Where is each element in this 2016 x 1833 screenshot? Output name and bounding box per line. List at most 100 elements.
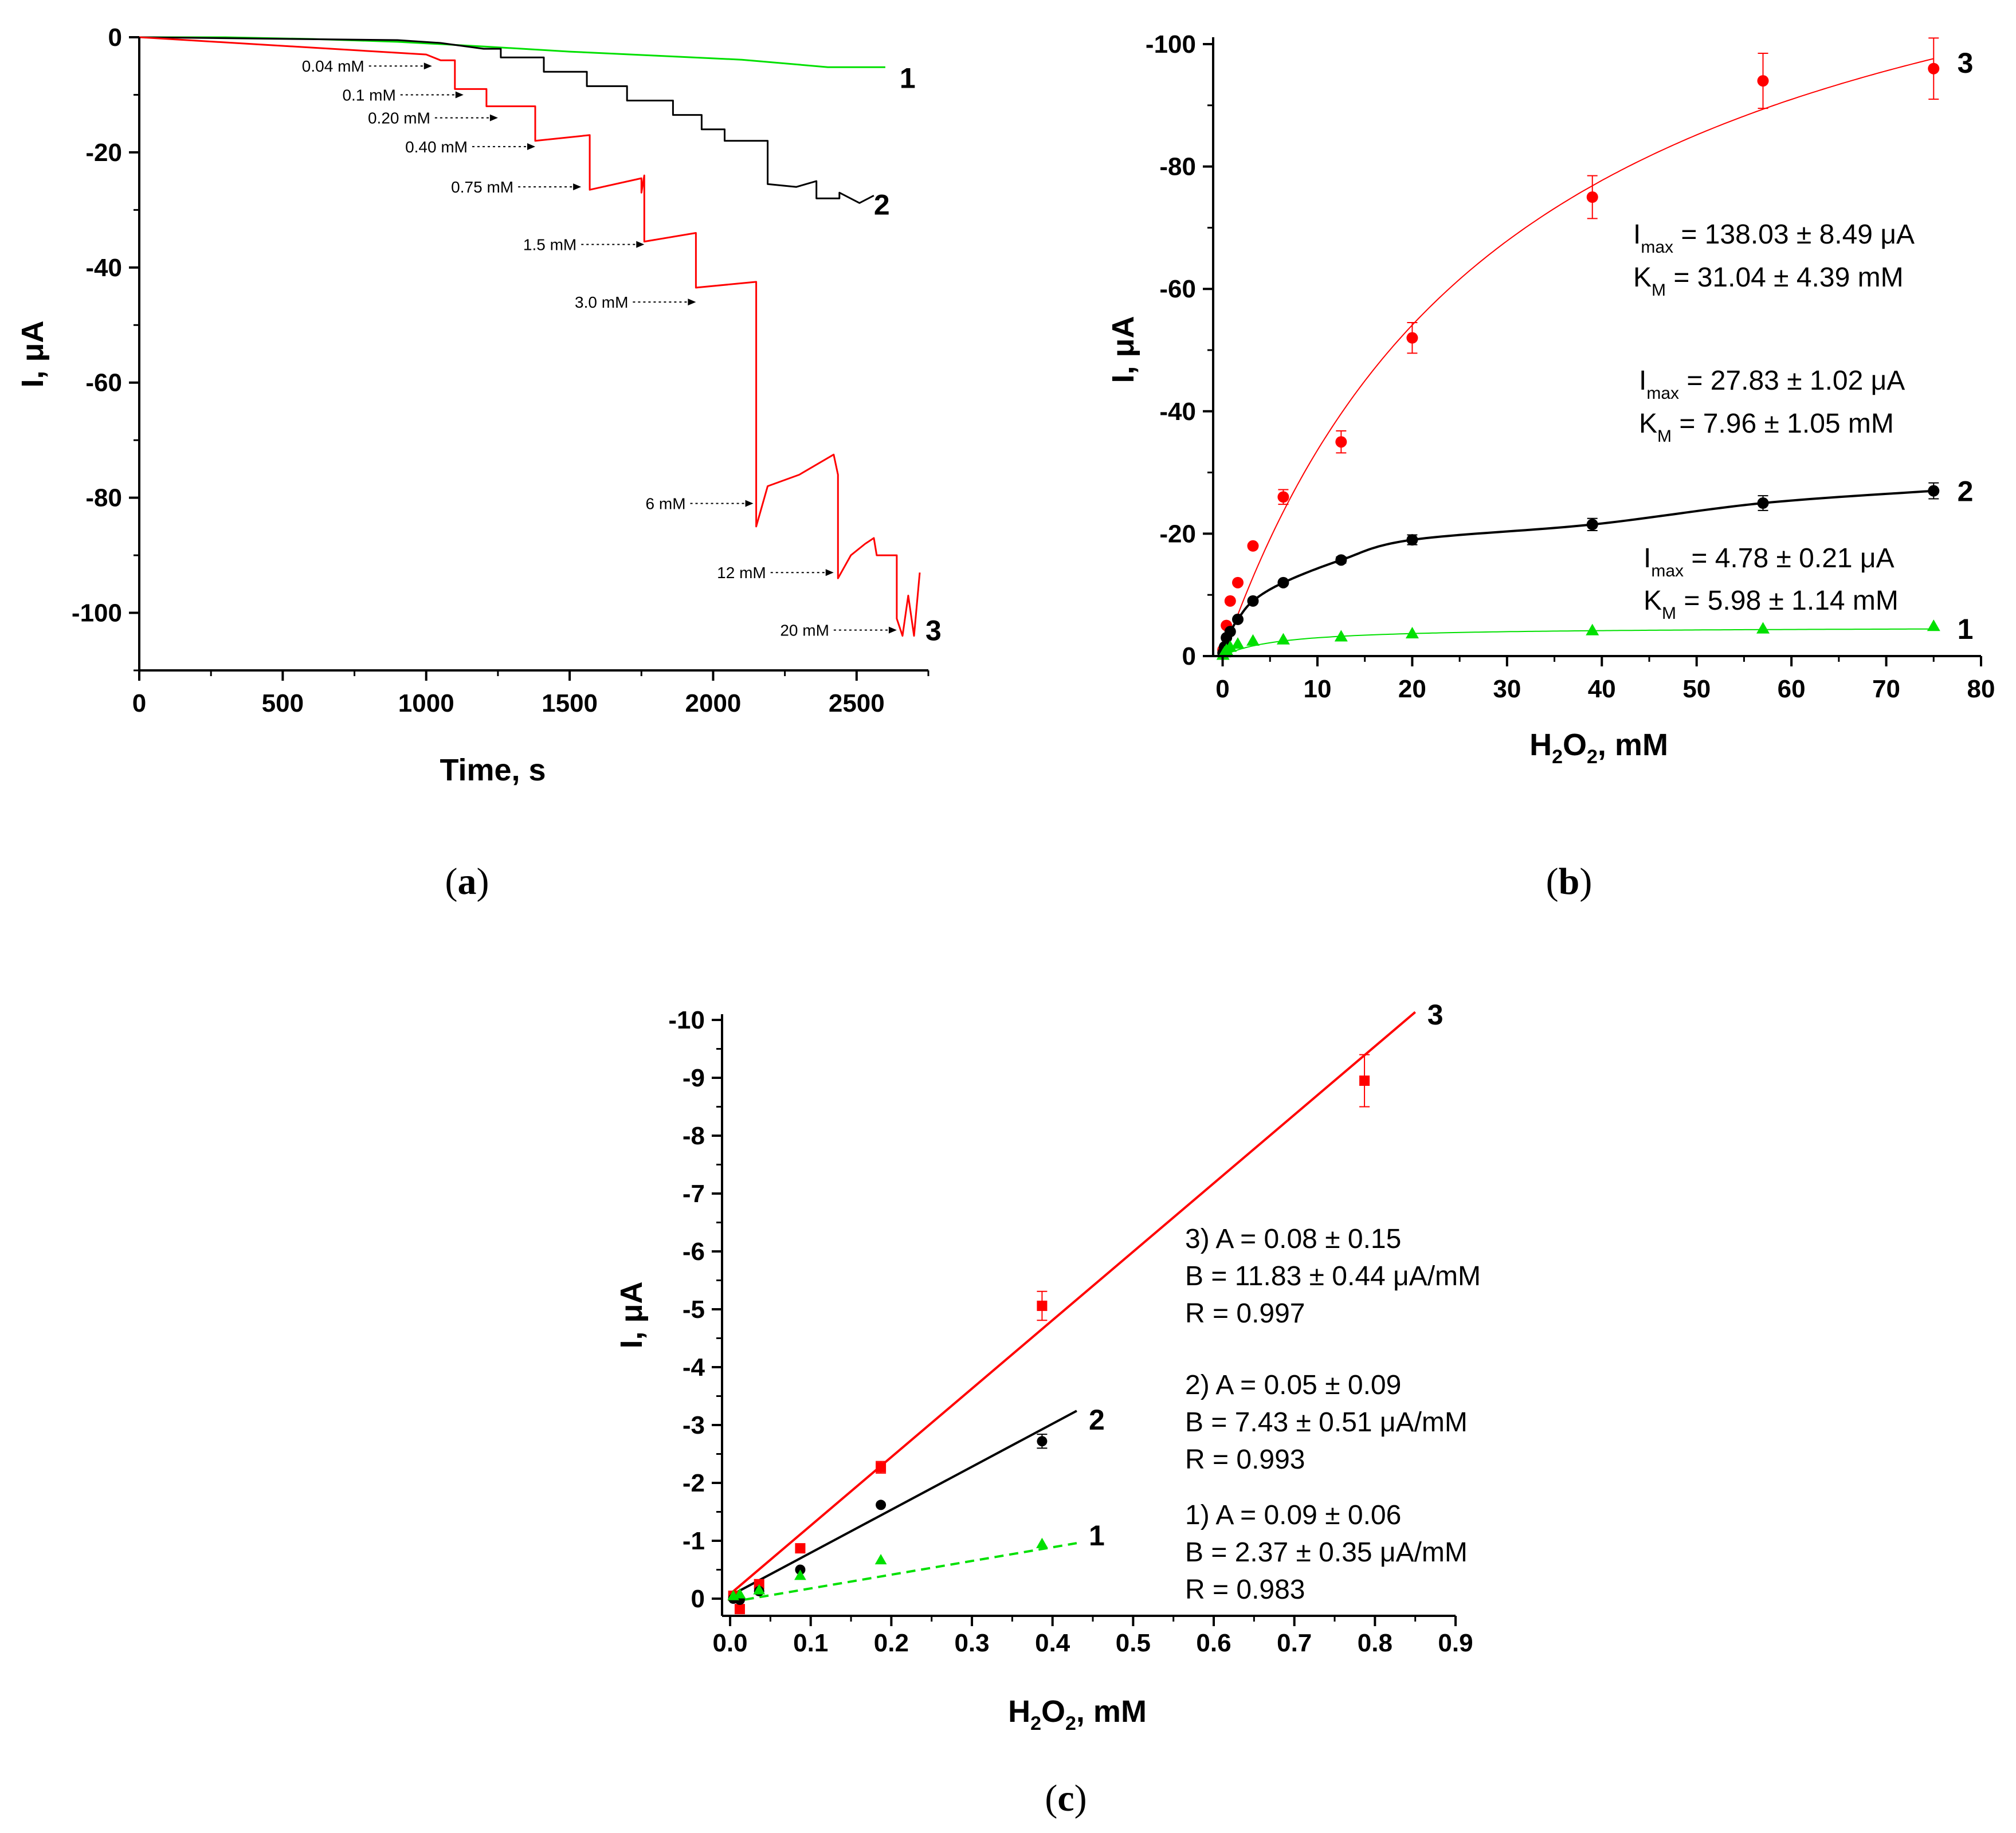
fit1-line1: 1) A = 0.09 ± 0.06 bbox=[1185, 1500, 1401, 1530]
x-tick-label: 0.5 bbox=[1116, 1629, 1151, 1657]
x-tick-label: 1000 bbox=[398, 689, 454, 717]
fit2-line1: 2) A = 0.05 ± 0.09 bbox=[1185, 1370, 1401, 1400]
data-point-series-1 bbox=[1231, 637, 1245, 649]
panel-a-letter: a bbox=[458, 861, 477, 902]
x-tick-label: 10 bbox=[1303, 675, 1331, 703]
data-point-series-1 bbox=[1405, 626, 1419, 639]
series-2-trace bbox=[139, 36, 874, 204]
y-tick-label: -100 bbox=[1146, 30, 1196, 58]
y-tick-label: -10 bbox=[668, 1006, 705, 1034]
curve-label-1: 1 bbox=[1089, 1520, 1105, 1552]
data-point-series-3 bbox=[1359, 1076, 1370, 1086]
panel-b-x-label: H2O2, mM bbox=[1529, 728, 1668, 768]
y-tick-label: -2 bbox=[683, 1469, 705, 1497]
panel-a-ticks bbox=[129, 36, 929, 681]
data-point-series-3 bbox=[1232, 576, 1244, 588]
panel-b-markers bbox=[1216, 62, 1940, 660]
data-point-series-2 bbox=[1224, 626, 1236, 638]
y-tick-label: -100 bbox=[72, 599, 122, 627]
x-tick-label: 0.4 bbox=[1035, 1629, 1070, 1657]
curve-label-1: 1 bbox=[900, 62, 916, 94]
panel-b: 0 10 20 30 40 50 60 70 80 0 -20 -40 -60 -80 -100 3 2 1 I… bbox=[1106, 30, 1995, 902]
series-3-trace bbox=[139, 36, 921, 637]
x-tick-label: 0 bbox=[132, 689, 146, 717]
x-tick-label: 1500 bbox=[542, 689, 598, 717]
x-tick-label: 0 bbox=[1215, 675, 1229, 703]
fit1-line2: B = 2.37 ± 0.35 μA/mM bbox=[1185, 1537, 1468, 1568]
panel-c-markers bbox=[727, 1076, 1370, 1615]
y-tick-label: -5 bbox=[683, 1296, 705, 1324]
y-tick-label: -60 bbox=[1159, 275, 1196, 303]
y-tick-label: -80 bbox=[85, 484, 122, 512]
annotation-arrowhead bbox=[825, 569, 834, 576]
data-point-series-2 bbox=[1232, 613, 1244, 625]
panel-c-fit-lines bbox=[729, 1011, 1416, 1604]
fit-curve-3 bbox=[1222, 58, 1934, 657]
concentration-label: 3.0 mM bbox=[575, 293, 628, 311]
y-tick-label: 0 bbox=[1182, 642, 1196, 670]
annotation-arrowhead bbox=[489, 114, 498, 121]
panel-b-error-bars bbox=[1278, 37, 1939, 564]
data-point-series-1 bbox=[1756, 622, 1770, 634]
concentration-label: 0.1 mM bbox=[342, 86, 395, 104]
x-tick-label: 0.7 bbox=[1277, 1629, 1312, 1657]
annotation-arrowhead bbox=[423, 62, 432, 70]
fit3-imax: Imax = 138.03 ± 8.49 μA bbox=[1633, 219, 1915, 257]
curve-label-3: 3 bbox=[1958, 47, 1974, 79]
data-point-series-2 bbox=[876, 1500, 887, 1510]
y-tick-label: -1 bbox=[683, 1527, 705, 1555]
fit-line-1 bbox=[729, 1542, 1077, 1604]
y-tick-label: 0 bbox=[691, 1585, 705, 1613]
curve-label-3: 3 bbox=[925, 615, 942, 647]
x-tick-label: 2500 bbox=[829, 689, 885, 717]
x-tick-label: 0.6 bbox=[1196, 1629, 1231, 1657]
data-point-series-2 bbox=[1406, 534, 1418, 546]
curve-label-2: 2 bbox=[874, 189, 890, 221]
series-1-trace bbox=[139, 36, 885, 68]
panel-c-caption: (c) bbox=[1045, 1777, 1087, 1819]
panel-c-y-label: I, μA bbox=[614, 1281, 649, 1348]
fit3-line1: 3) A = 0.08 ± 0.15 bbox=[1185, 1224, 1401, 1254]
panel-b-caption: (b) bbox=[1546, 861, 1593, 902]
panel-b-fit-results: Imax = 138.03 ± 8.49 μA KM = 31.04 ± 4.3… bbox=[1633, 219, 1915, 623]
annotation-arrowhead bbox=[888, 626, 897, 634]
panel-a: 0.04 mM 0.1 mM 0.20 mM 0.40 mM 0.75 mM 1.5 mM… bbox=[15, 23, 942, 902]
data-point-series-1 bbox=[1276, 633, 1290, 645]
annotation-arrowhead bbox=[688, 299, 696, 306]
data-point-series-1 bbox=[753, 1584, 766, 1595]
y-tick-label: 0 bbox=[108, 23, 122, 52]
panel-a-y-label: I, μA bbox=[15, 320, 50, 387]
data-point-series-1 bbox=[1334, 630, 1348, 642]
curve-label-2: 2 bbox=[1089, 1404, 1105, 1436]
concentration-label: 6 mM bbox=[646, 495, 686, 513]
fit-line-2 bbox=[729, 1410, 1077, 1597]
fit2-line3: R = 0.993 bbox=[1185, 1445, 1305, 1475]
fit3-line2: B = 11.83 ± 0.44 μA/mM bbox=[1185, 1261, 1481, 1292]
x-tick-label: 2000 bbox=[685, 689, 742, 717]
y-tick-label: -8 bbox=[683, 1122, 705, 1150]
panel-c-x-label: H2O2, mM bbox=[1008, 1694, 1147, 1734]
fit2-km: KM = 7.96 ± 1.05 mM bbox=[1639, 409, 1894, 446]
data-point-series-2 bbox=[1037, 1436, 1048, 1447]
curve-label-3: 3 bbox=[1427, 999, 1444, 1031]
panel-a-tick-labels: 0 500 1000 1500 2000 2500 0 -20 -40 -60 -80 -100 bbox=[72, 23, 885, 717]
y-tick-label: -40 bbox=[85, 254, 122, 282]
data-point-series-3 bbox=[1037, 1300, 1048, 1311]
data-point-series-3 bbox=[1247, 540, 1259, 552]
fit1-imax: Imax = 4.78 ± 0.21 μA bbox=[1644, 543, 1895, 580]
panel-a-curve-labels: 1 2 3 bbox=[874, 62, 942, 646]
annotation-arrowhead bbox=[745, 500, 754, 507]
data-point-series-2 bbox=[1335, 554, 1347, 566]
y-tick-label: -7 bbox=[683, 1180, 705, 1208]
data-point-series-3 bbox=[1335, 436, 1347, 448]
x-tick-label: 80 bbox=[1967, 675, 1995, 703]
panel-c-fit-results: 3) A = 0.08 ± 0.15 B = 11.83 ± 0.44 μA/m… bbox=[1185, 1224, 1481, 1605]
fit-line-3 bbox=[729, 1011, 1416, 1595]
curve-label-2: 2 bbox=[1958, 476, 1974, 508]
x-tick-label: 70 bbox=[1872, 675, 1900, 703]
fit1-km: KM = 5.98 ± 1.14 mM bbox=[1644, 586, 1899, 623]
data-point-series-3 bbox=[1757, 75, 1769, 87]
data-point-series-1 bbox=[1246, 634, 1260, 646]
data-point-series-1 bbox=[794, 1569, 806, 1580]
data-point-series-3 bbox=[1586, 191, 1598, 203]
